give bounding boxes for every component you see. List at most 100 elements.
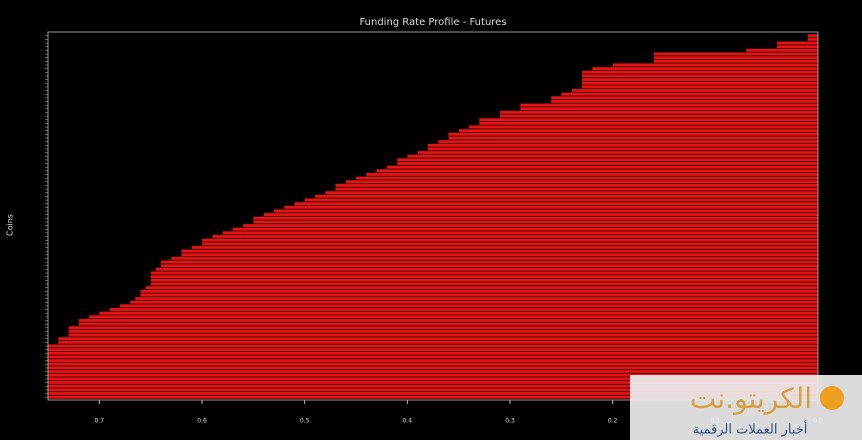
bar [653, 59, 819, 64]
bar [581, 70, 819, 75]
watermark-title: الكريتو.نت [690, 382, 812, 415]
bar [109, 307, 819, 312]
bar [135, 296, 819, 301]
chart-title: Funding Rate Profile - Futures [359, 17, 506, 28]
bar [232, 227, 819, 231]
bar [47, 344, 819, 348]
bar [47, 355, 819, 359]
y-axis-label: Coins [6, 214, 15, 236]
x-tick-label: 0.7 [95, 418, 105, 425]
bar [170, 256, 819, 261]
bar [479, 117, 819, 122]
x-tick-label: 0.6 [197, 418, 207, 425]
bar [776, 44, 819, 49]
watermark: الكريتو.نت أخبار العملات الرقمية [630, 375, 862, 440]
bar [612, 63, 819, 67]
bar [253, 220, 819, 224]
bar [366, 172, 819, 177]
bar [427, 143, 819, 148]
bar [520, 106, 819, 111]
x-tick-label: 0.4 [403, 418, 413, 425]
watermark-logo [820, 386, 844, 410]
bar [58, 336, 819, 341]
axes-frame [47, 31, 819, 401]
bar [78, 322, 819, 326]
bar [150, 278, 819, 283]
bar [314, 194, 819, 199]
bar [591, 66, 819, 71]
bar [499, 110, 819, 115]
bar [581, 74, 819, 78]
bar [155, 267, 819, 272]
bar [201, 238, 819, 242]
bar [345, 179, 819, 184]
bar [150, 274, 819, 279]
bar [47, 362, 819, 367]
bar [458, 128, 819, 133]
bar [355, 176, 819, 180]
bar [468, 125, 819, 129]
bar [581, 85, 819, 89]
bar [417, 150, 819, 155]
bar [561, 92, 819, 96]
bar [140, 293, 819, 297]
bar [47, 366, 819, 370]
watermark-box [630, 375, 862, 440]
bar [129, 300, 819, 304]
bar [283, 205, 819, 210]
bar [201, 242, 819, 246]
x-tick-label: 0.5 [300, 418, 310, 425]
bar [581, 77, 819, 82]
bar [448, 132, 819, 137]
bar [550, 99, 819, 104]
bar [253, 216, 819, 221]
bar [294, 201, 819, 206]
bar [222, 231, 819, 235]
bar [499, 114, 819, 118]
bar [776, 41, 819, 45]
bar [47, 369, 819, 374]
bar [335, 183, 819, 188]
bar [191, 245, 819, 250]
bar [47, 358, 819, 363]
bar [335, 187, 819, 191]
bar [396, 161, 819, 166]
bar [571, 88, 819, 93]
bar [653, 52, 819, 56]
bar [145, 285, 819, 290]
bar [160, 263, 819, 268]
bar [437, 139, 819, 144]
bar [47, 351, 819, 356]
bar [653, 55, 819, 60]
bar [273, 209, 819, 213]
bar [150, 271, 819, 275]
bar [68, 329, 819, 334]
bar [581, 81, 819, 85]
x-tick-label: 0.2 [608, 418, 618, 425]
bar [550, 96, 819, 100]
bar [263, 212, 819, 217]
bar [160, 260, 819, 264]
bar [242, 223, 819, 228]
bar [386, 165, 819, 169]
bar [745, 48, 819, 53]
bar [427, 147, 819, 151]
bar [325, 190, 819, 195]
bar [88, 315, 819, 319]
bar [520, 103, 819, 107]
bar [119, 304, 819, 308]
bar [376, 169, 819, 173]
plot-area: 0.70.60.50.40.30.20.10.0 [45, 34, 823, 425]
bar [212, 234, 819, 239]
bar [181, 249, 819, 253]
bar [448, 136, 819, 140]
bar [99, 311, 819, 315]
bar [68, 333, 819, 337]
bar [407, 154, 819, 158]
watermark-subtitle: أخبار العملات الرقمية [693, 421, 808, 438]
bar [78, 318, 819, 323]
bar [68, 326, 819, 330]
bar [47, 347, 819, 352]
x-tick-label: 0.3 [505, 418, 515, 425]
